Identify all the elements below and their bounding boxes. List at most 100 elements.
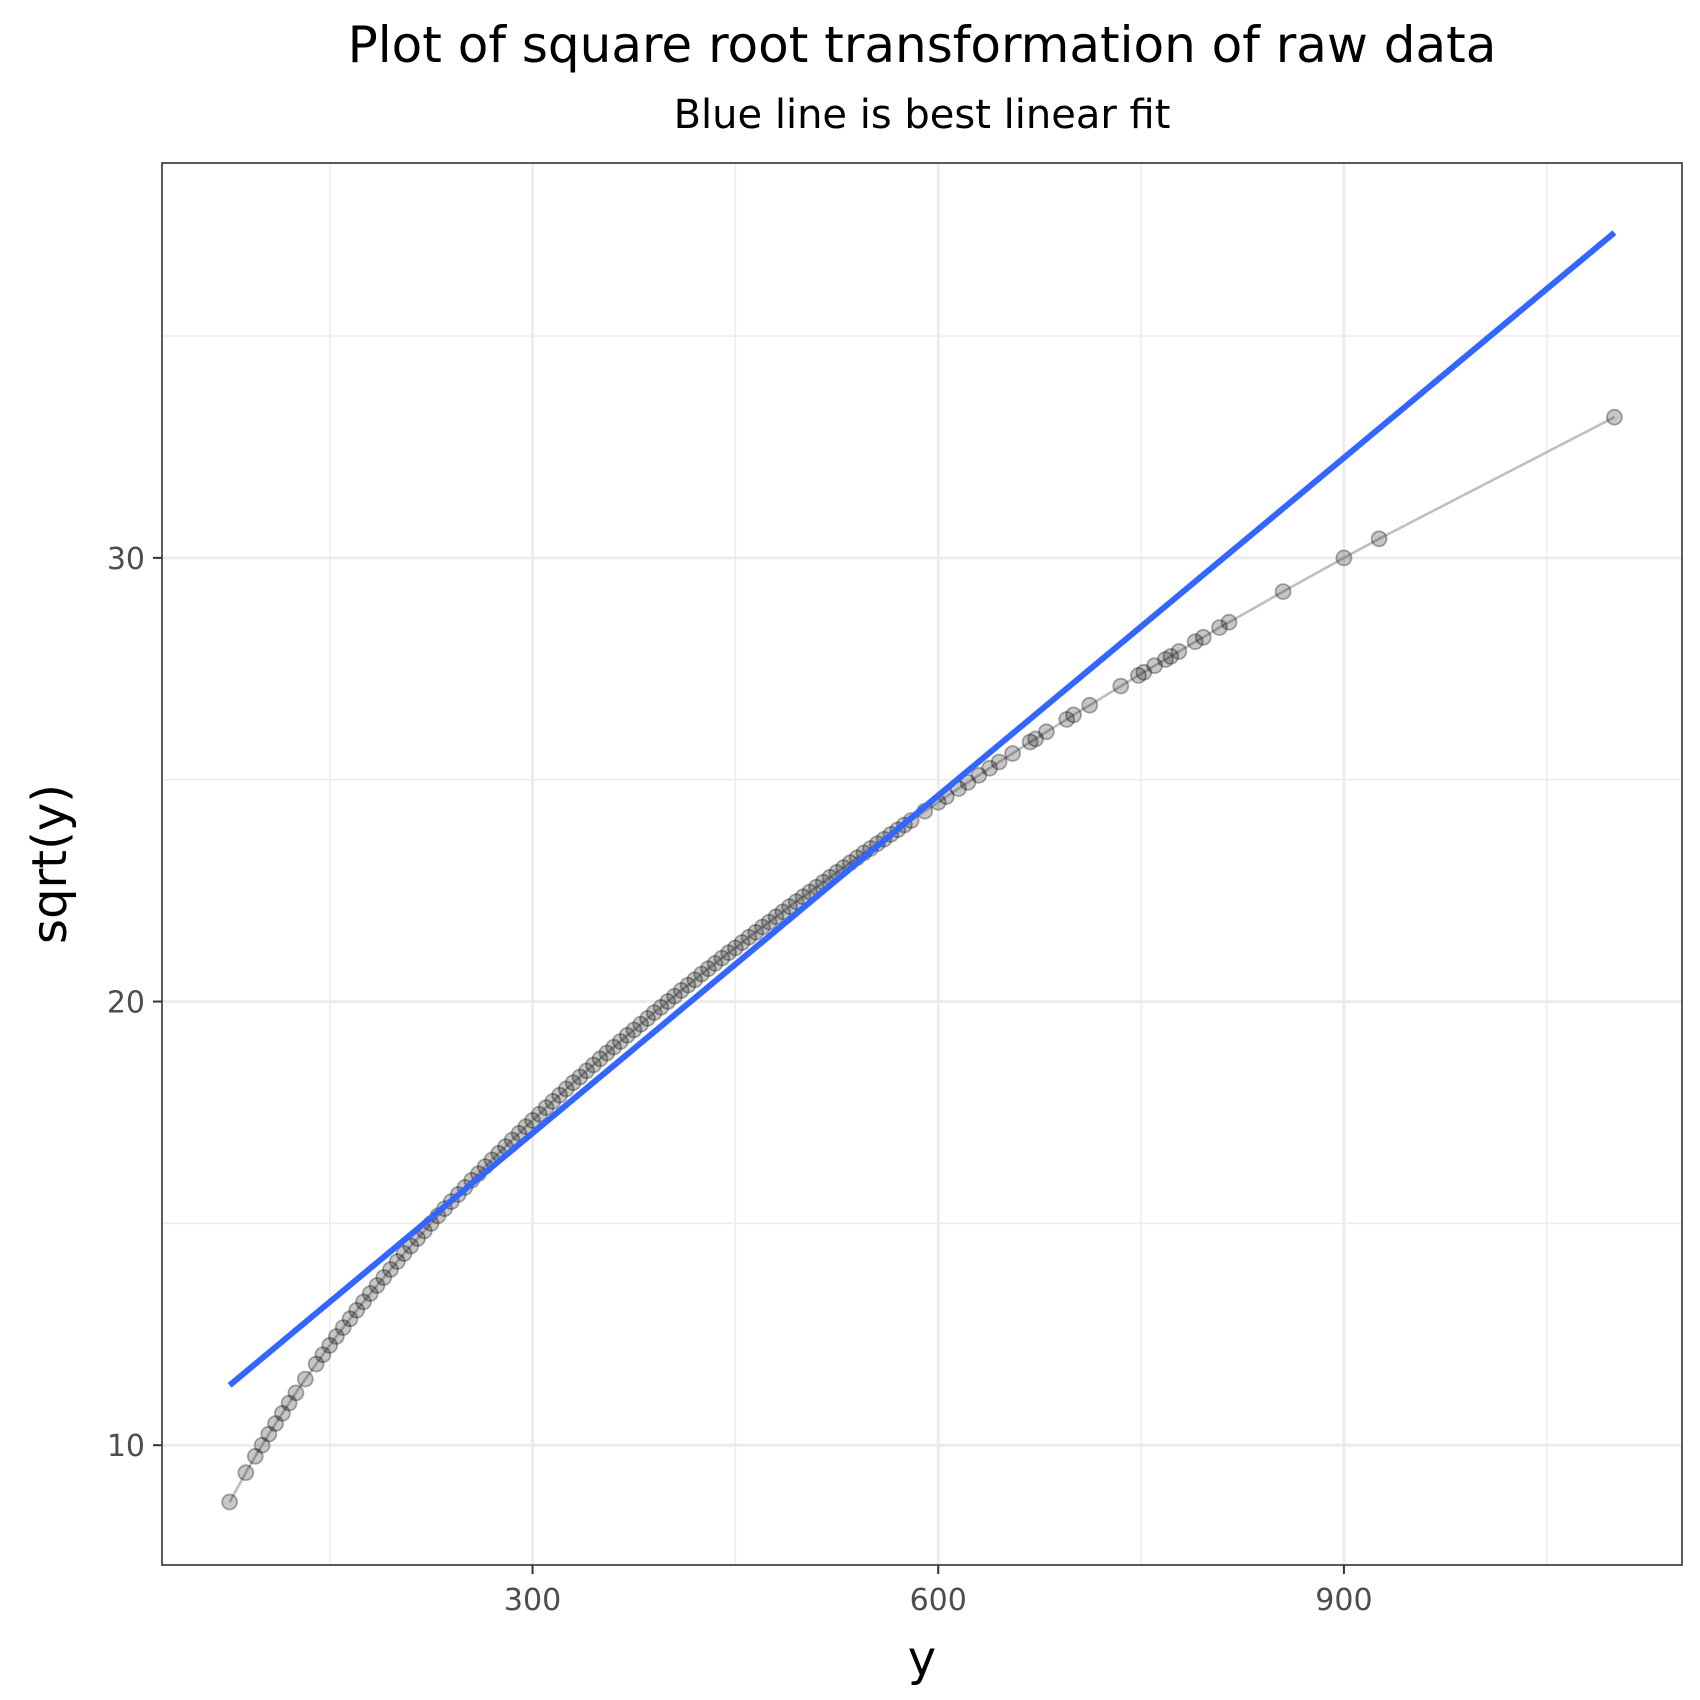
data-point [747,923,765,941]
data-point [625,1021,643,1039]
data-point [612,1033,629,1050]
data-point [1058,711,1076,728]
data-point [537,1099,555,1116]
data-point [260,1425,278,1443]
data-point [544,1093,562,1110]
panel-border [161,162,1683,1566]
connecting-path [228,416,1615,1503]
data-point [1157,651,1174,668]
data-point [388,1253,406,1270]
y-axis-title: sqrt(y) [22,784,78,944]
data-point [246,1447,264,1465]
data-point [517,1118,535,1136]
data-point [1274,583,1292,600]
data-point [1027,730,1044,748]
data-point [524,1112,541,1129]
data-point [740,928,758,946]
data-point [530,1105,548,1123]
data-point [1081,696,1099,714]
data-point [733,934,751,951]
data-point [1021,733,1039,751]
data-point [571,1068,589,1086]
data-point [598,1044,616,1062]
data-point [221,1493,239,1511]
data-point [578,1062,595,1080]
data-point [666,987,683,1005]
x-tick-label: 600 [910,1583,967,1618]
data-point [395,1245,413,1262]
data-point [679,976,697,994]
data-point [348,1301,366,1319]
data-point [402,1237,420,1255]
data-point [774,903,792,921]
data-point [720,944,737,962]
data-point [713,949,731,967]
data-point [618,1026,636,1044]
data-point [990,753,1008,771]
data-point [321,1337,339,1354]
data-point [341,1310,359,1328]
data-point [314,1346,332,1364]
data-point [659,993,677,1010]
data-point [686,971,704,989]
data-point [632,1015,650,1033]
data-point [1130,667,1147,684]
data-point [970,766,988,784]
data-point [672,982,690,999]
data-point [1194,628,1212,646]
data-point [1004,745,1021,762]
data-point [652,998,670,1016]
data-point [237,1464,255,1482]
connecting-line [228,416,1615,1503]
data-point [375,1269,393,1286]
fit-line-layer [227,230,1617,1388]
data-point [1170,643,1188,660]
data-point [267,1415,285,1432]
data-point [1370,530,1388,548]
data-point [693,965,710,983]
y-tick-label: 10 [107,1429,145,1464]
data-point [557,1080,575,1098]
data-point [605,1038,623,1056]
y-axis: 10 20 30 [107,542,162,1464]
data-point [273,1404,291,1422]
data-point [1335,549,1353,567]
data-point [368,1277,386,1294]
data-point [1065,706,1082,724]
chart-subtitle: Blue line is best linear fit [674,92,1171,138]
data-point [754,918,771,936]
fit-line [227,230,1617,1388]
data-point [1220,613,1238,631]
x-tick-label: 300 [504,1583,561,1618]
data-point [760,913,778,931]
y-tick-label: 30 [107,542,145,577]
data-point [564,1074,582,1092]
data-point [767,908,785,926]
data-point [959,774,977,791]
data-point [781,898,798,915]
data-point [307,1355,325,1373]
data-point [287,1384,305,1402]
data-point [645,1004,663,1021]
data-point [1211,619,1228,636]
data-point [382,1261,399,1278]
x-tick-label: 900 [1315,1583,1372,1618]
data-point [253,1436,271,1454]
x-axis-title: y [908,1631,936,1687]
data-point [727,939,744,957]
data-point [981,759,998,777]
data-point [361,1285,379,1302]
data-point [280,1394,298,1412]
data-point [1606,408,1623,426]
data-point [591,1050,609,1068]
data-point [296,1370,314,1388]
data-point [1135,663,1153,681]
data-point [1186,633,1204,651]
data-point [355,1293,372,1311]
y-tick-label: 20 [107,986,145,1021]
data-point [327,1328,345,1345]
data-point [787,893,805,911]
data-point [334,1319,352,1336]
